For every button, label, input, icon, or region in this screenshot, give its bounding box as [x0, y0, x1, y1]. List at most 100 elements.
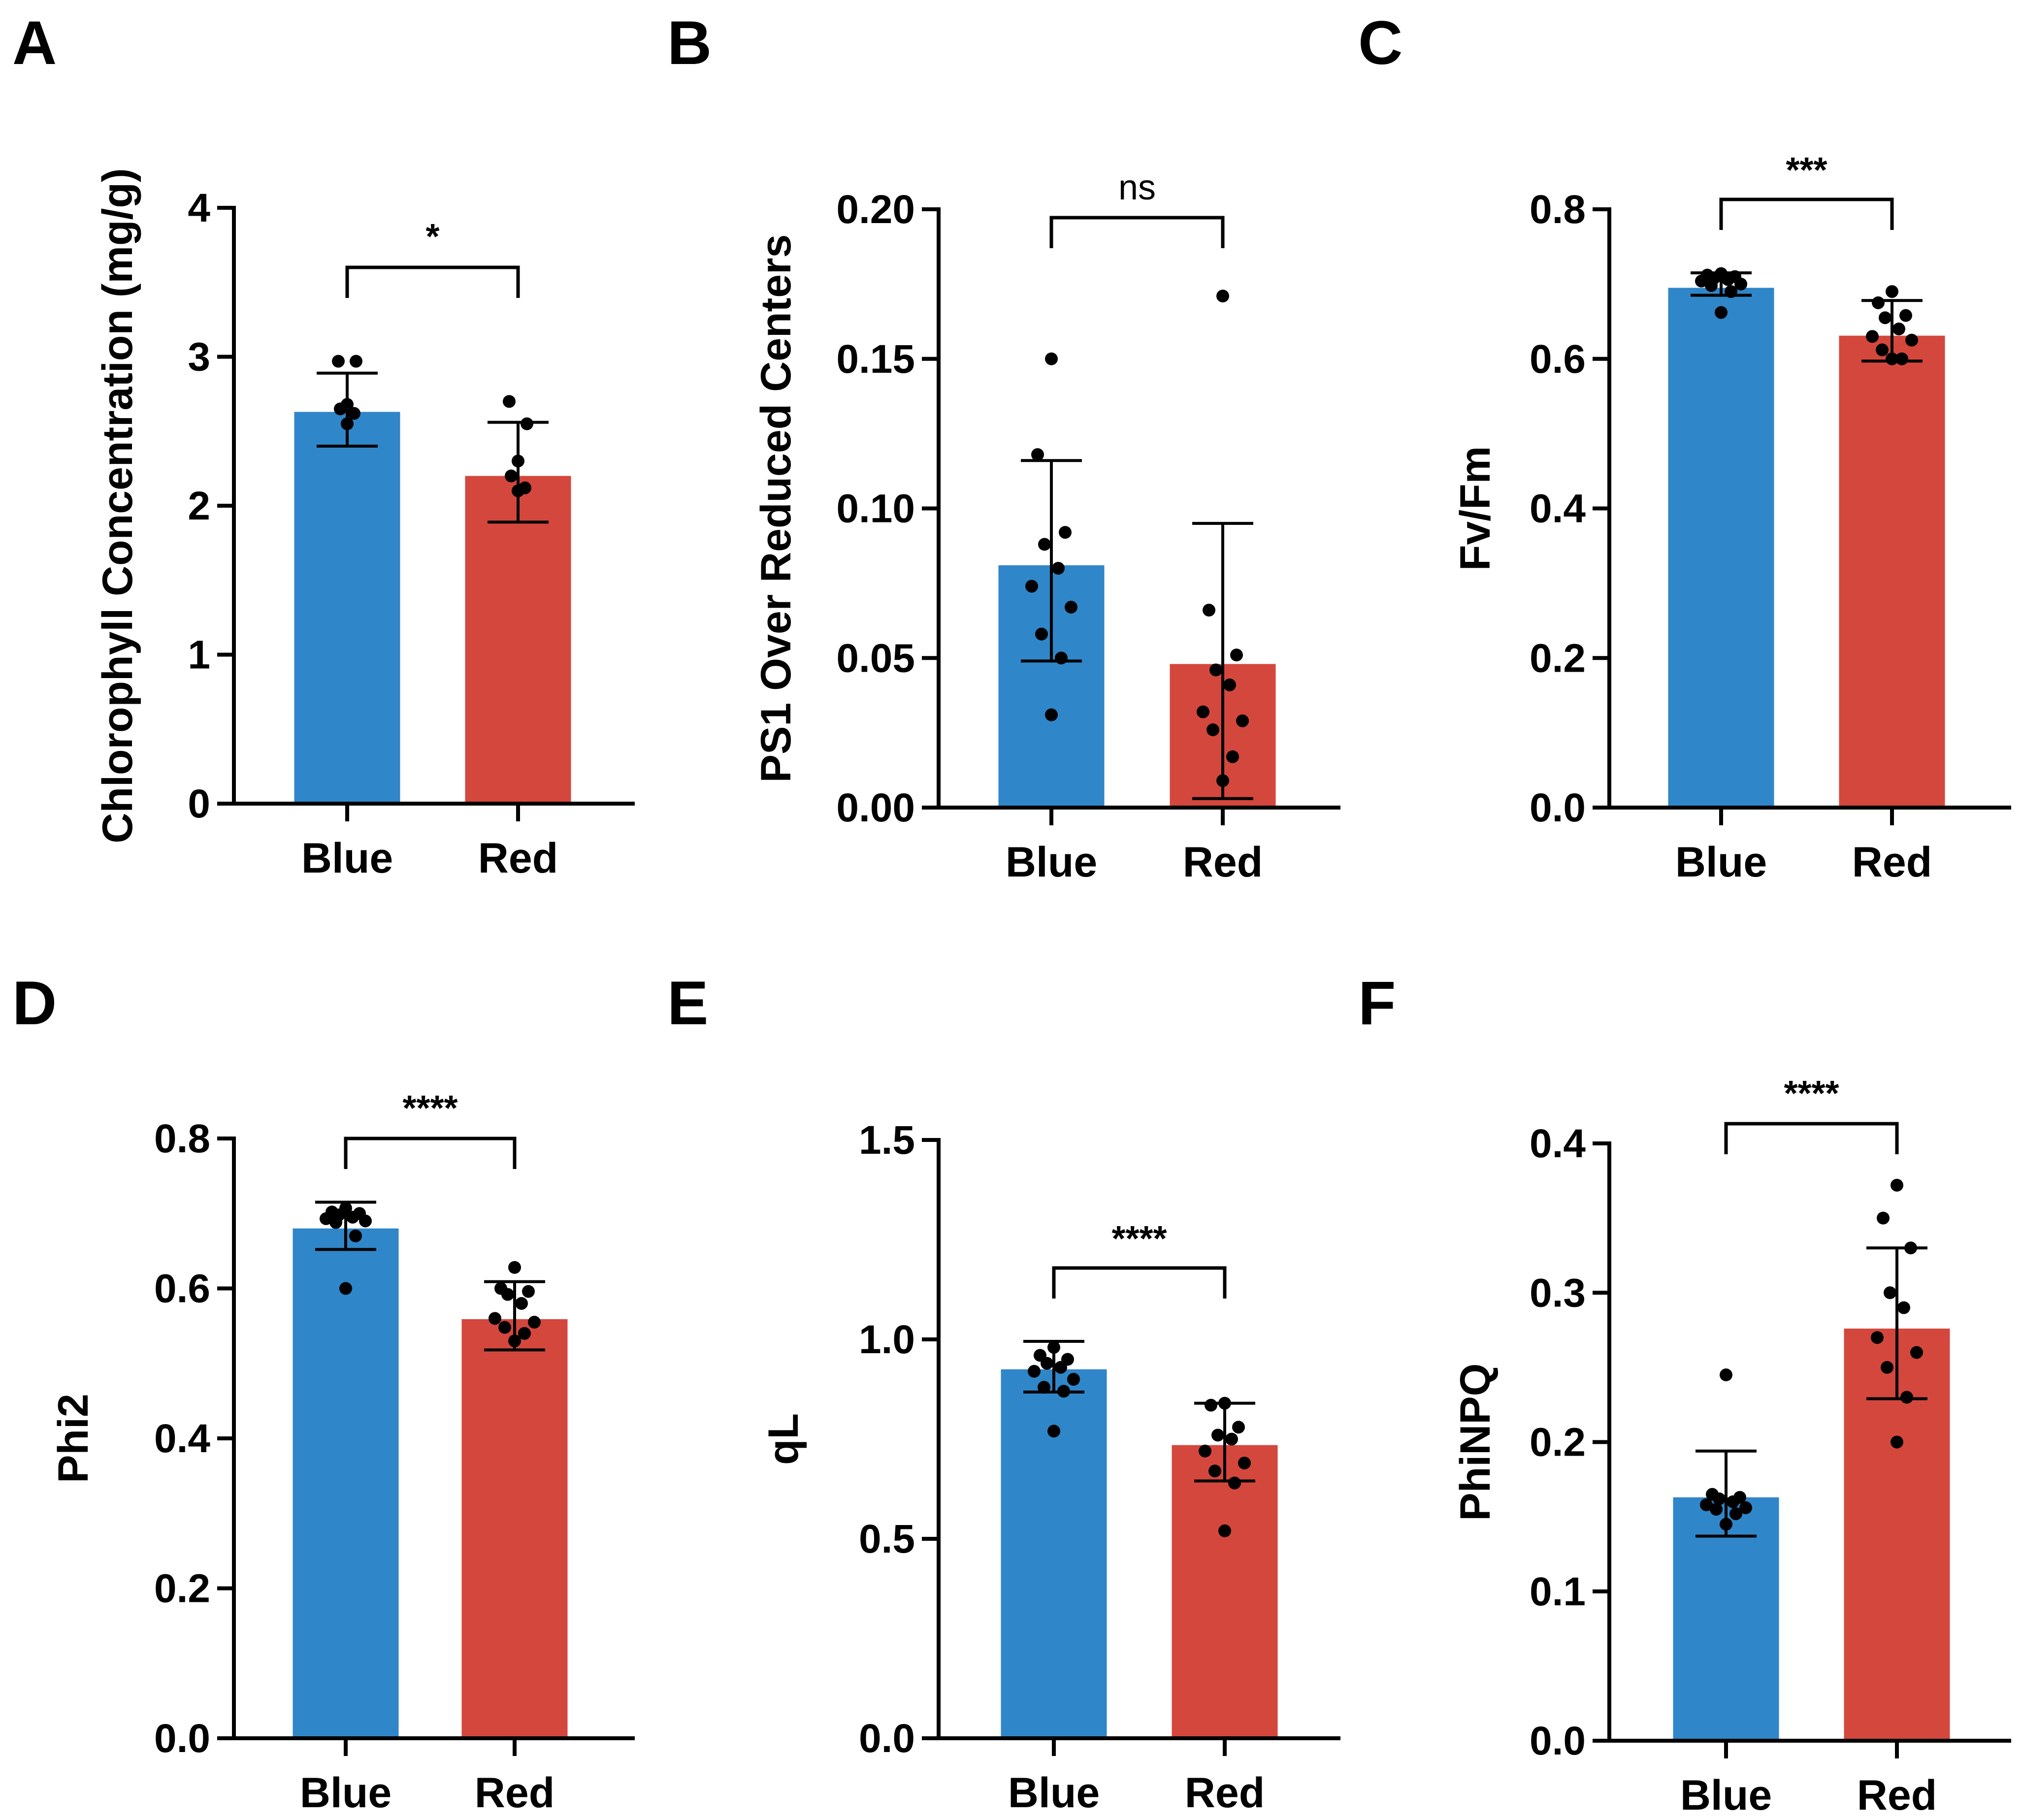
data-point-red [1871, 1331, 1884, 1344]
x-tick-label-blue: Blue [1680, 1772, 1772, 1819]
bar-blue [1673, 1497, 1779, 1741]
data-point-blue [320, 1212, 332, 1225]
data-point-red [1872, 296, 1885, 309]
data-point-red [501, 1288, 514, 1301]
y-axis-title: Fv/Fm [1452, 446, 1499, 571]
y-tick-label: 0.3 [1530, 1270, 1586, 1315]
y-tick-label: 0.5 [859, 1517, 915, 1561]
data-point-blue [350, 355, 362, 368]
data-point-blue [1715, 306, 1728, 319]
data-point-red [1228, 1476, 1241, 1490]
significance-bracket [344, 1137, 517, 1169]
data-point-red [1236, 714, 1249, 727]
data-point-blue [339, 1282, 352, 1295]
data-point-red [1230, 649, 1243, 662]
x-tick-label-red: Red [1185, 1769, 1265, 1817]
y-tick-label: 0.0 [154, 1716, 210, 1761]
data-point-blue [1727, 1495, 1739, 1508]
data-point-red [1209, 663, 1222, 677]
data-point-red [1905, 333, 1918, 347]
data-point-blue [348, 407, 360, 420]
data-point-blue [1710, 1502, 1723, 1516]
y-tick-label: 0.4 [1530, 1121, 1586, 1166]
y-axis-title: qL [760, 1413, 807, 1465]
y-tick-label: 0.8 [154, 1116, 210, 1161]
data-point-red [1225, 1432, 1238, 1446]
data-point-red [1876, 343, 1889, 357]
y-axis-title: PhiNPQ [1452, 1363, 1499, 1521]
x-tick-label-red: Red [1857, 1772, 1937, 1819]
panel-letter: E [667, 969, 708, 1038]
significance-label: **** [1111, 1219, 1167, 1259]
panel-letter: A [12, 9, 57, 77]
data-point-red [1207, 723, 1219, 737]
x-tick-label-red: Red [475, 1769, 554, 1817]
chart-panel-b: B 0.00 0.05 0.10 0.15 0.20 Blue Red PS1 Over Red… [667, 9, 1340, 886]
y-axis-title: Chlorophyll Concentration (mg/g) [94, 168, 141, 843]
data-point-red [1881, 1361, 1893, 1374]
data-point-red [528, 1316, 541, 1329]
data-point-red [1208, 1464, 1221, 1478]
y-tick-label: 0.0 [1530, 785, 1586, 830]
y-tick-label: 0.4 [1530, 487, 1586, 531]
significance-bracket [1052, 1266, 1227, 1299]
significance-label: **** [402, 1089, 457, 1128]
bar-blue [1001, 1369, 1107, 1738]
y-tick-label: 0.4 [154, 1416, 210, 1461]
y-tick-label: 0.2 [1530, 1420, 1586, 1465]
significance-label: ns [1118, 168, 1156, 207]
y-tick-label: 0.6 [1530, 337, 1586, 382]
chart-panel-c: C 0.0 0.2 0.4 0.6 0.8 Blue Red Fv/Fm *** [1358, 9, 2011, 886]
significance-bracket [345, 265, 520, 298]
data-point-red [503, 395, 516, 408]
data-point-red [1891, 1435, 1903, 1449]
data-point-blue [1028, 1365, 1041, 1378]
data-point-blue [1065, 600, 1077, 614]
significance-bracket [1724, 1122, 1899, 1154]
bar-blue [294, 412, 400, 804]
data-point-red [1218, 1524, 1231, 1537]
y-tick-label: 2 [188, 484, 210, 528]
panel-letter: D [12, 969, 57, 1038]
data-point-blue [1734, 277, 1747, 291]
data-point-blue [1031, 448, 1044, 461]
x-tick-label-blue: Blue [300, 1769, 391, 1817]
data-point-blue [1045, 708, 1058, 721]
data-point-red [489, 1312, 501, 1325]
significance-label: * [425, 217, 439, 257]
data-point-red [1910, 1346, 1923, 1359]
data-point-red [498, 1321, 511, 1334]
data-point-blue [334, 402, 347, 416]
data-point-blue [1700, 1498, 1713, 1511]
y-tick-label: 0.1 [1530, 1569, 1586, 1614]
data-point-red [1897, 1301, 1910, 1314]
data-point-blue [359, 1214, 372, 1228]
y-tick-label: 1 [188, 633, 210, 678]
data-point-red [1223, 678, 1236, 691]
y-tick-label: 0.15 [836, 337, 915, 382]
data-point-red [1232, 1421, 1245, 1434]
panel-letter: C [1358, 9, 1402, 77]
data-point-blue [1038, 1381, 1050, 1394]
data-point-red [1203, 604, 1215, 617]
y-axis-title: Phi2 [50, 1394, 97, 1483]
y-tick-label: 0.2 [1530, 636, 1586, 681]
bar-red [1839, 335, 1945, 808]
data-point-blue [349, 1229, 362, 1242]
data-point-red [521, 417, 533, 430]
data-point-blue [1055, 651, 1068, 665]
data-point-red [1866, 330, 1879, 343]
y-tick-label: 0.10 [836, 487, 915, 531]
x-tick-label-blue: Blue [301, 835, 393, 882]
data-point-red [1226, 750, 1239, 763]
data-point-blue [1041, 1357, 1053, 1370]
data-point-blue [1054, 1361, 1067, 1374]
data-point-blue [1695, 274, 1708, 288]
data-point-red [1892, 323, 1905, 335]
data-point-blue [1722, 273, 1734, 286]
y-tick-label: 4 [188, 186, 210, 230]
significance-bracket [1719, 197, 1894, 230]
y-tick-label: 1.5 [859, 1118, 915, 1163]
bar-blue [1668, 288, 1774, 808]
